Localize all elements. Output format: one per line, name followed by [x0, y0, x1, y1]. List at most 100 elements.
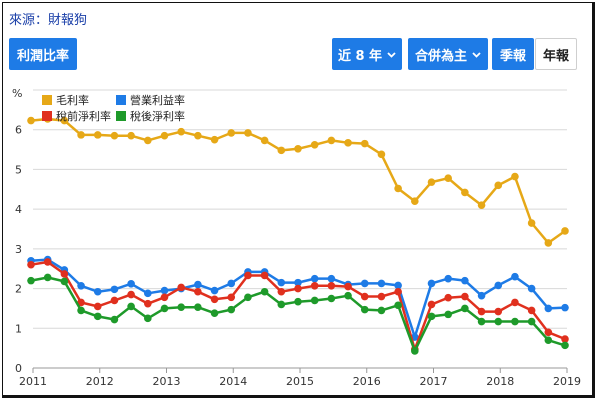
data-point: [427, 279, 436, 288]
data-point: [277, 300, 286, 309]
data-point: [327, 281, 336, 290]
data-point: [561, 341, 569, 350]
y-tick-label: 1: [15, 322, 22, 335]
chevron-down-icon: [387, 47, 396, 62]
x-tick-label: 2019: [553, 375, 581, 388]
scope-dropdown[interactable]: 合併為主: [408, 38, 488, 70]
data-point: [344, 282, 352, 291]
x-tick-label: 2012: [86, 375, 114, 388]
data-point: [244, 271, 252, 280]
data-point: [377, 150, 386, 159]
data-point: [260, 136, 269, 145]
quarterly-button-label: 季報: [499, 48, 526, 64]
legend-label: 稅後淨利率: [130, 109, 185, 123]
data-point: [411, 197, 419, 205]
data-point: [177, 303, 185, 312]
data-point: [160, 286, 169, 295]
x-tick-label: 2011: [19, 375, 47, 388]
data-point: [77, 298, 85, 307]
x-tick-label: 2015: [286, 375, 314, 388]
data-point: [144, 299, 152, 308]
data-point: [43, 273, 52, 282]
data-point: [60, 277, 69, 286]
legend-label: 毛利率: [56, 93, 89, 107]
x-tick-label: 2014: [219, 375, 247, 388]
data-point: [461, 304, 469, 313]
chart-grid: [33, 89, 567, 369]
data-point: [60, 270, 69, 278]
data-point: [160, 293, 169, 302]
data-point: [77, 131, 85, 139]
data-point: [227, 279, 236, 288]
metric-button[interactable]: 利潤比率: [9, 38, 77, 70]
data-point: [194, 287, 202, 296]
data-point: [294, 297, 302, 306]
annual-button-label: 年報: [542, 48, 569, 64]
data-point: [527, 219, 536, 227]
legend-swatch: [42, 111, 52, 121]
data-point: [27, 260, 35, 269]
scope-dropdown-label: 合併為主: [414, 48, 467, 64]
chevron-down-icon: [472, 47, 481, 62]
data-point: [194, 131, 202, 140]
data-point: [344, 291, 352, 300]
data-point: [461, 276, 469, 285]
period-dropdown[interactable]: 近 8 年: [332, 38, 402, 70]
data-point: [394, 184, 402, 193]
data-point: [561, 227, 569, 235]
data-point: [27, 276, 35, 285]
data-point: [110, 285, 119, 294]
data-point: [444, 174, 452, 182]
data-point: [310, 274, 319, 283]
data-point: [544, 304, 553, 313]
data-point: [310, 141, 319, 149]
data-point: [494, 281, 503, 290]
data-point: [227, 305, 236, 314]
data-point: [127, 302, 135, 311]
data-point: [461, 292, 469, 301]
y-axis-unit-label: %: [12, 87, 22, 100]
series-layer: [27, 115, 569, 355]
data-point: [494, 307, 503, 316]
data-point: [127, 280, 135, 288]
data-point: [277, 146, 286, 155]
data-point: [93, 287, 102, 296]
data-point: [427, 312, 436, 321]
data-point: [43, 258, 52, 266]
data-point: [394, 301, 402, 310]
x-tick-label: 2016: [353, 375, 381, 388]
metric-button-label: 利潤比率: [16, 48, 69, 64]
data-point: [444, 293, 452, 302]
data-point: [27, 116, 35, 125]
data-point: [144, 314, 152, 323]
data-point: [360, 139, 369, 148]
annual-button[interactable]: 年報: [535, 38, 577, 70]
data-point: [527, 317, 536, 326]
data-point: [160, 131, 169, 140]
data-point: [277, 278, 286, 287]
data-point: [511, 317, 519, 326]
data-point: [260, 287, 269, 296]
quarterly-button[interactable]: 季報: [492, 38, 534, 70]
data-point: [144, 136, 152, 145]
data-point: [277, 287, 286, 296]
y-tick-label: 3: [15, 243, 22, 256]
data-point: [360, 279, 369, 288]
series-line-3: [30, 260, 566, 351]
data-point: [310, 296, 319, 305]
data-point: [527, 284, 536, 293]
data-point: [194, 280, 202, 289]
data-point: [544, 239, 553, 247]
data-point: [444, 310, 452, 319]
data-point: [210, 309, 219, 317]
data-point: [561, 303, 569, 312]
data-point: [127, 131, 135, 140]
data-point: [160, 304, 169, 313]
data-point: [544, 336, 553, 345]
data-point: [294, 144, 302, 153]
legend-swatch: [116, 111, 126, 121]
y-tick-label: 0: [15, 362, 22, 375]
legend-label: 營業利益率: [130, 93, 185, 107]
data-point: [227, 293, 236, 302]
data-point: [144, 289, 152, 298]
